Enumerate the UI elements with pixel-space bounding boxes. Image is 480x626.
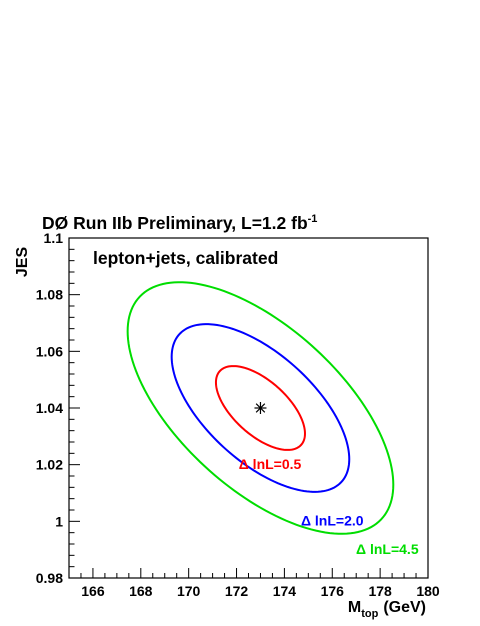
x-tick-label: 168 — [129, 583, 153, 599]
y-tick-label: 1.1 — [44, 230, 64, 246]
x-tick-label: 180 — [416, 583, 440, 599]
contour-line — [170, 323, 351, 493]
x-tick-label: 172 — [225, 583, 249, 599]
x-axis-label: Mtop (GeV) — [348, 599, 426, 620]
plot-frame — [68, 237, 429, 579]
x-tick-label: 178 — [368, 583, 392, 599]
x-tick-label: 166 — [81, 583, 105, 599]
contour-label: Δ lnL=4.5 — [356, 541, 419, 557]
y-tick-label: 1.04 — [36, 400, 63, 416]
y-tick-label: 1.02 — [36, 457, 63, 473]
y-tick-label: 1.08 — [36, 287, 63, 303]
y-tick-label: 1 — [55, 513, 63, 529]
contour-line — [126, 281, 395, 535]
x-tick-label: 176 — [321, 583, 345, 599]
contour-label: Δ lnL=2.0 — [301, 513, 364, 529]
contour-line — [214, 365, 306, 451]
plot-annotation: lepton+jets, calibrated — [93, 248, 278, 268]
y-axis-label: JES — [14, 247, 31, 278]
x-tick-label: 174 — [273, 583, 297, 599]
best-fit-marker — [254, 402, 267, 414]
y-tick-label: 0.98 — [36, 570, 63, 586]
chart-title: DØ Run IIb Preliminary, L=1.2 fb-1 — [42, 213, 317, 233]
y-tick-label: 1.06 — [36, 343, 63, 359]
contour-label: Δ lnL=0.5 — [239, 456, 302, 472]
x-tick-label: 170 — [177, 583, 201, 599]
